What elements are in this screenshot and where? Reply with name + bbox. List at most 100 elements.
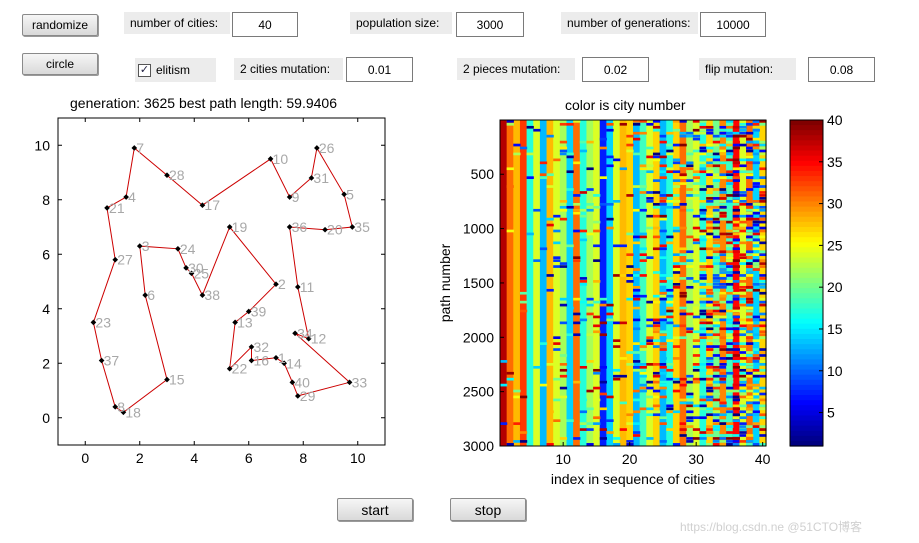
heatmap-cell: [619, 274, 627, 277]
circle-button[interactable]: circle: [22, 53, 98, 75]
heatmap-cell: [712, 345, 721, 348]
heatmap-cell: [659, 176, 667, 179]
city-label: 14: [286, 355, 302, 371]
heatmap-column: [506, 120, 514, 446]
heatmap-cell: [692, 368, 701, 372]
heatmap-cell: [732, 280, 740, 283]
num-generations-input[interactable]: 10000: [700, 12, 766, 37]
heatmap-cell: [759, 318, 767, 322]
heatmap-cell: [719, 440, 727, 443]
heatmap-cell: [500, 422, 508, 425]
elitism-checkbox[interactable]: ✓ elitism: [135, 58, 216, 82]
heatmap-cell: [706, 128, 714, 132]
heatmap-cell: [752, 383, 760, 387]
flip-mutation-input[interactable]: 0.08: [808, 57, 875, 82]
heatmap-cell: [692, 241, 701, 245]
heatmap-cell: [732, 214, 740, 218]
two-pieces-mutation-input[interactable]: 0.02: [582, 57, 649, 82]
heatmap-cell: [746, 395, 754, 399]
heatmap-cell: [712, 235, 721, 239]
stop-button[interactable]: stop: [450, 498, 526, 521]
heatmap-cell: [692, 188, 701, 191]
city-point: [98, 357, 105, 364]
heatmap-cell: [732, 265, 740, 268]
heatmap-cell: [746, 330, 754, 334]
heatmap-cell: [726, 386, 734, 390]
heatmap-cell: [719, 345, 727, 348]
heatmap-cell: [652, 120, 661, 123]
heatmap-cell: [719, 434, 727, 437]
city-point: [267, 156, 274, 162]
colorbar-band: [790, 384, 823, 391]
heatmap-cell: [639, 365, 647, 369]
heatmap-cell: [573, 380, 581, 384]
x-tick-label: 20: [622, 451, 638, 467]
heatmap-cell: [752, 253, 760, 257]
randomize-button[interactable]: randomize: [22, 14, 98, 36]
heatmap-cell: [686, 374, 694, 378]
heatmap-cell: [739, 443, 747, 446]
heatmap-cell: [712, 164, 721, 168]
heatmap-cell: [706, 288, 714, 292]
heatmap-cell: [746, 205, 754, 209]
x-tick-label: 10: [350, 450, 366, 466]
heatmap-cell: [633, 398, 641, 402]
heatmap-cell: [752, 401, 760, 405]
colorbar-band: [790, 247, 823, 254]
heatmap-cell: [706, 395, 714, 399]
num-cities-input[interactable]: 40: [232, 12, 298, 37]
colorbar-band: [790, 155, 823, 162]
heatmap-cell: [692, 170, 701, 174]
heatmap-cell: [732, 443, 740, 446]
heatmap-cell: [593, 330, 601, 334]
heatmap-column: [739, 120, 747, 446]
heatmap-cell: [692, 437, 701, 440]
heatmap-cell: [732, 407, 740, 411]
heatmap-cell: [679, 294, 687, 298]
colorbar-band: [790, 328, 823, 335]
start-button[interactable]: start: [337, 498, 413, 521]
heatmap-cell: [686, 416, 694, 420]
heatmap-cell: [752, 223, 760, 227]
heatmap-cell: [586, 167, 594, 171]
heatmap-cell: [732, 238, 740, 242]
heatmap-cell: [739, 170, 747, 174]
heatmap-cell: [752, 360, 760, 363]
heatmap-cell: [686, 324, 694, 328]
heatmap-cell: [679, 291, 687, 295]
heatmap-cell: [666, 149, 674, 153]
heatmap-cell: [639, 348, 647, 351]
heatmap-cell: [746, 274, 754, 277]
heatmap-cell: [746, 232, 754, 236]
heatmap-cell: [699, 392, 707, 396]
heatmap-cell: [586, 389, 594, 393]
heatmap-cell: [706, 146, 714, 150]
heatmap-cell: [712, 422, 721, 425]
heatmap-cell: [752, 368, 760, 372]
heatmap-cell: [746, 152, 754, 156]
heatmap-cell: [666, 306, 674, 310]
pop-size-input[interactable]: 3000: [456, 12, 524, 37]
heatmap-cell: [639, 208, 647, 212]
heatmap-column: [586, 120, 594, 446]
heatmap-cell: [726, 265, 734, 268]
heatmap-cell: [573, 120, 581, 123]
heatmap-cell: [646, 122, 654, 126]
heatmap-cell: [706, 200, 714, 203]
heatmap-cell: [626, 149, 634, 153]
heatmap-cell: [706, 327, 714, 331]
heatmap-cell: [759, 274, 767, 277]
heatmap-cell: [726, 327, 734, 331]
heatmap-cell: [719, 128, 727, 132]
heatmap-cell: [699, 200, 707, 203]
city-point: [123, 194, 129, 200]
two-cities-mutation-input[interactable]: 0.01: [346, 57, 413, 82]
heatmap-cell: [706, 220, 714, 224]
heatmap-cell: [659, 440, 667, 443]
heatmap-cell: [759, 363, 767, 366]
heatmap-cell: [506, 167, 514, 171]
heatmap-cell: [573, 229, 581, 233]
heatmap-cell: [752, 348, 760, 351]
heatmap-cell: [606, 128, 614, 132]
colorbar-band: [790, 283, 823, 289]
